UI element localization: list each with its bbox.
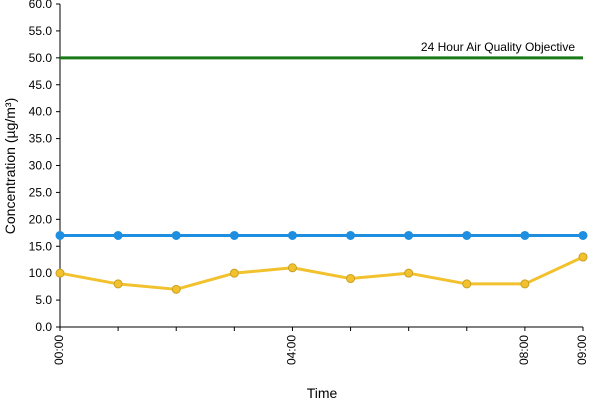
data-point [520,230,530,240]
y-tick-label: 55.0 [29,24,53,38]
data-point [346,230,356,240]
data-point [578,230,588,240]
x-axis-title: Time [307,385,338,400]
data-point [55,230,65,240]
y-tick-label: 20.0 [29,212,53,226]
y-tick-label: 25.0 [29,185,53,199]
data-point [520,279,530,289]
data-point [287,263,297,273]
reference-line-label: 24 Hour Air Quality Objective [421,40,575,54]
y-tick-label: 50.0 [29,51,53,65]
data-point [55,268,65,278]
y-tick-label: 35.0 [29,132,53,146]
data-point [113,279,123,289]
data-point [229,230,239,240]
data-point [287,230,297,240]
x-tick-label: 00:00 [52,335,66,365]
series-2 [55,252,588,294]
data-point [346,274,356,284]
y-tick-label: 0.0 [35,320,52,334]
data-point [578,252,588,262]
data-point [171,284,181,294]
data-point [404,268,414,278]
data-point [462,230,472,240]
y-tick-label: 30.0 [29,159,53,173]
y-tick-label: 15.0 [29,239,53,253]
data-point [229,268,239,278]
x-tick-label: 09:00 [575,335,589,365]
x-tick-label: 08:00 [517,335,531,365]
series-layer [55,230,588,294]
data-point [462,279,472,289]
series-1 [55,230,588,240]
data-point [404,230,414,240]
y-tick-label: 10.0 [29,266,53,280]
x-tick-label: 04:00 [285,335,299,365]
x-ticks: 00:00 04:00 08:00 09:00 [52,327,589,365]
y-tick-label: 60.0 [29,0,53,11]
data-point [171,230,181,240]
data-point [113,230,123,240]
y-tick-label: 45.0 [29,78,53,92]
y-tick-label: 5.0 [35,293,52,307]
y-tick-label: 40.0 [29,105,53,119]
series-line [59,255,584,291]
y-axis-title: Concentration (µg/m³) [2,98,18,234]
y-ticks: 0.0 5.0 10.0 15.0 20.0 25.0 30.0 35.0 40.0 45.0 50… [29,0,60,334]
reference-lines: 24 Hour Air Quality Objective [60,40,583,60]
